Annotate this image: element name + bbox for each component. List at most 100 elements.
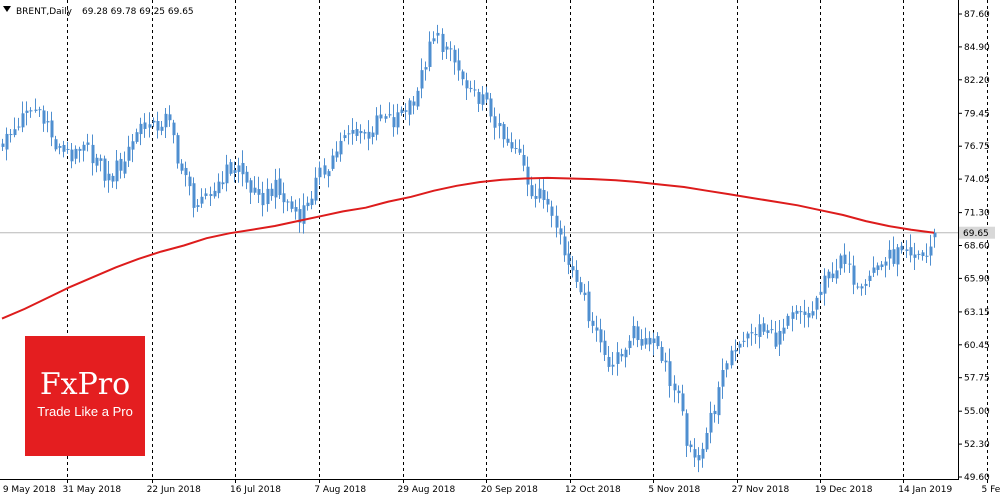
candle-body xyxy=(140,124,143,134)
candle-body xyxy=(462,71,465,79)
candle-body xyxy=(242,163,245,174)
candle-body xyxy=(539,189,542,199)
candle-body xyxy=(511,142,514,148)
candle-body xyxy=(775,333,778,347)
candle-body xyxy=(157,121,160,130)
candle-body xyxy=(380,115,383,119)
candle-body xyxy=(2,144,5,147)
candle-body xyxy=(564,236,567,255)
candle-body xyxy=(153,121,156,123)
candle-body xyxy=(706,433,709,449)
price-tick-label: 57.75 xyxy=(964,374,990,384)
candle-body xyxy=(79,149,82,151)
candle-body xyxy=(731,351,734,366)
candle-body xyxy=(881,264,884,267)
candle-body xyxy=(763,323,766,331)
candle-body xyxy=(442,34,445,52)
current-price-label: 69.65 xyxy=(963,229,989,239)
price-tick-label: 76.75 xyxy=(964,142,990,152)
candle-body xyxy=(246,172,249,183)
candle-body xyxy=(751,332,754,333)
time-tick-label: 14 Jan 2019 xyxy=(898,485,952,495)
candle-body xyxy=(494,116,497,127)
candle-body xyxy=(629,341,632,348)
candle-body xyxy=(669,361,672,386)
price-tick-label: 49.60 xyxy=(964,473,990,483)
time-tick-label: 22 Jun 2018 xyxy=(147,485,201,495)
candle-body xyxy=(67,149,70,150)
candle-body xyxy=(376,115,379,134)
candle-body xyxy=(556,216,559,228)
candle-body xyxy=(144,122,147,128)
candle-body xyxy=(332,156,335,169)
candle-body xyxy=(393,117,396,127)
candle-body xyxy=(405,110,408,112)
candle-body xyxy=(161,127,164,131)
candle-body xyxy=(767,330,770,333)
candle-body xyxy=(584,293,587,295)
time-tick-label: 20 Sep 2018 xyxy=(481,485,538,495)
candle-body xyxy=(238,165,241,171)
candle-body xyxy=(844,255,847,264)
candle-body xyxy=(702,449,705,459)
fxpro-logo: FxPro Trade Like a Pro xyxy=(25,336,145,456)
candle-body xyxy=(869,276,872,281)
candle-body xyxy=(771,329,774,330)
candle-body xyxy=(87,142,90,144)
candle-body xyxy=(271,189,274,196)
candle-body xyxy=(686,413,689,446)
candle-body xyxy=(372,133,375,137)
candle-body xyxy=(311,199,314,205)
candle-body xyxy=(873,268,876,273)
candle-body xyxy=(560,228,563,234)
candle-body xyxy=(352,130,355,134)
candle-body xyxy=(535,196,538,199)
candle-body xyxy=(857,287,860,288)
candle-body xyxy=(197,205,200,207)
candle-body xyxy=(824,276,827,294)
candle-body xyxy=(348,133,351,134)
candle-body xyxy=(116,161,119,182)
candle-body xyxy=(800,311,803,312)
candle-body xyxy=(527,167,530,185)
time-tick-label: 29 Aug 2018 xyxy=(398,485,456,495)
candle-body xyxy=(482,94,485,104)
candle-body xyxy=(287,201,290,202)
candle-body xyxy=(262,193,265,205)
price-tick-label: 84.90 xyxy=(964,43,990,53)
candle-body xyxy=(551,207,554,216)
candle-body xyxy=(808,313,811,317)
candle-body xyxy=(328,171,331,176)
candle-body xyxy=(877,265,880,270)
candle-body xyxy=(446,47,449,50)
candle-body xyxy=(234,170,237,173)
candle-body xyxy=(421,70,424,88)
candle-body xyxy=(865,284,868,286)
candle-body xyxy=(735,350,738,352)
candle-body xyxy=(409,100,412,114)
candle-body xyxy=(820,292,823,295)
candle-body xyxy=(832,274,835,278)
candle-body xyxy=(136,132,139,142)
candle-body xyxy=(792,312,795,319)
candle-body xyxy=(258,189,261,195)
candle-body xyxy=(612,365,615,367)
candle-body xyxy=(849,264,852,265)
candle-body xyxy=(83,145,86,151)
candle-body xyxy=(836,270,839,278)
candle-body xyxy=(674,384,677,391)
candle-body xyxy=(897,247,900,264)
candle-body xyxy=(250,180,253,192)
candle-body xyxy=(633,326,636,338)
candle-body xyxy=(722,370,725,387)
candle-body xyxy=(315,178,318,201)
candle-body xyxy=(710,413,713,433)
candle-body xyxy=(279,179,282,196)
candle-body xyxy=(112,176,115,182)
candle-body xyxy=(389,114,392,115)
candle-body xyxy=(568,254,571,265)
candle-body xyxy=(592,321,595,326)
candle-body xyxy=(698,455,701,460)
